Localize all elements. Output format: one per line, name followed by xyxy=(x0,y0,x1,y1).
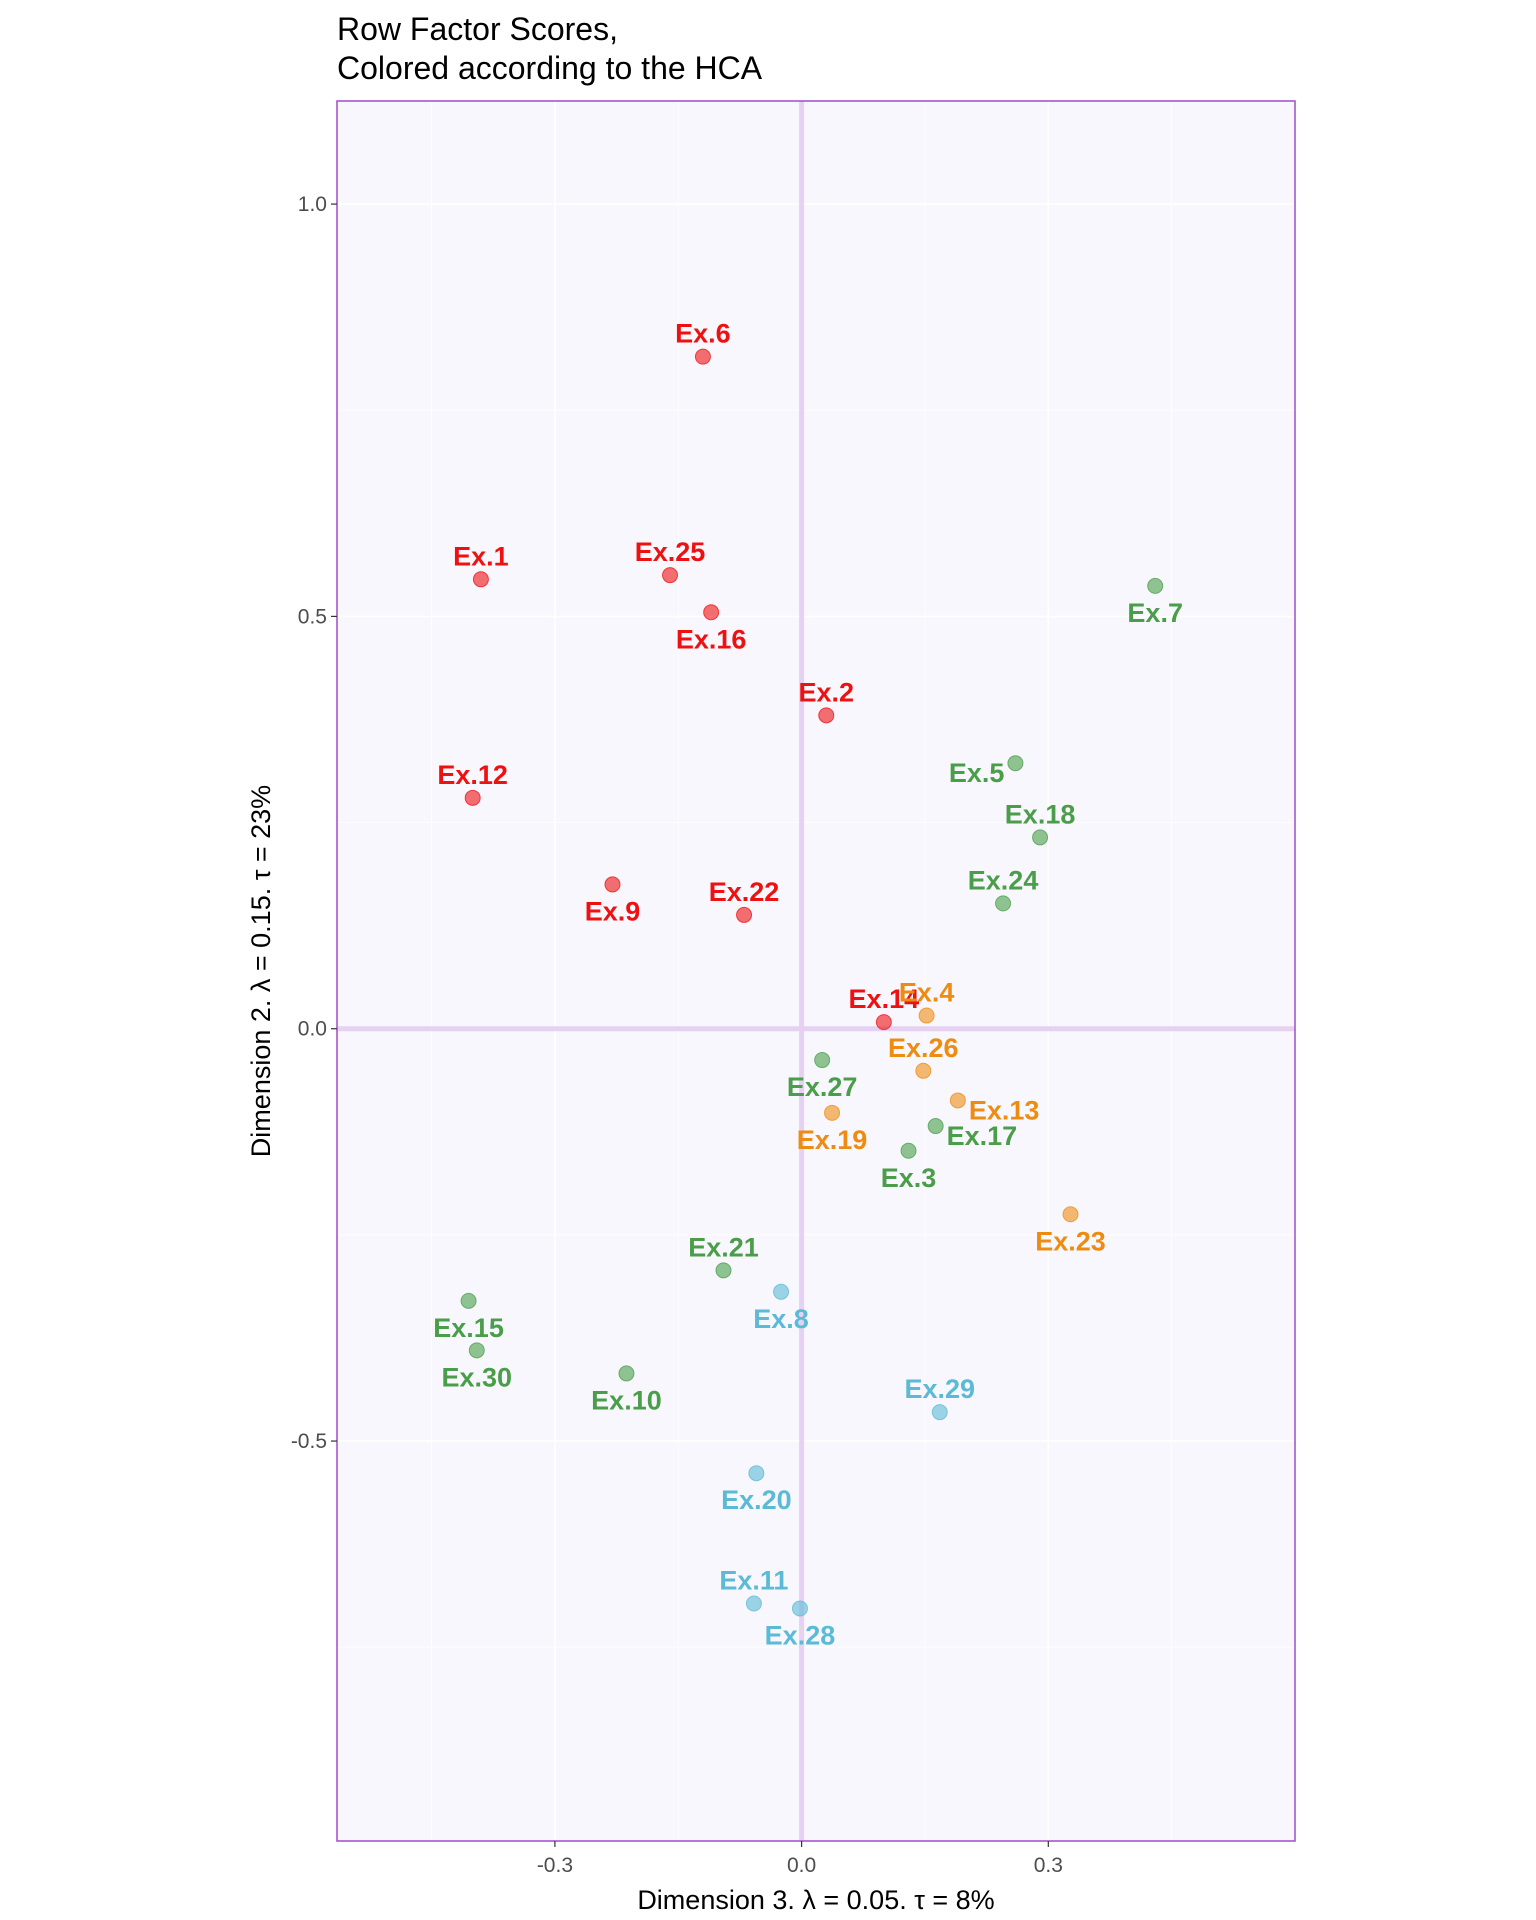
data-label: Ex.20 xyxy=(721,1485,792,1515)
data-point xyxy=(1032,829,1049,846)
data-point xyxy=(604,876,621,893)
chart-title: Row Factor Scores, Colored according to … xyxy=(337,11,763,86)
minor-gridlines xyxy=(337,101,1295,1841)
plot-panel-border xyxy=(336,100,1296,1842)
y-axis-title: Dimension 2. λ = 0.15. τ = 23% xyxy=(246,785,276,1157)
x-tick-label: 0.3 xyxy=(1034,1854,1063,1877)
data-point xyxy=(875,1014,892,1031)
data-point xyxy=(927,1118,944,1135)
data-label: Ex.4 xyxy=(899,978,955,1008)
data-point xyxy=(715,1262,732,1279)
y-tick-label: 0.0 xyxy=(298,1018,327,1041)
data-point xyxy=(773,1283,790,1300)
data-label: Ex.27 xyxy=(787,1072,858,1102)
data-label: Ex.12 xyxy=(437,760,508,790)
data-point xyxy=(694,348,711,365)
data-label: Ex.24 xyxy=(968,865,1039,895)
data-label: Ex.14 xyxy=(849,984,920,1014)
data-point xyxy=(1007,755,1024,772)
data-label: Ex.25 xyxy=(635,537,706,567)
data-label: Ex.21 xyxy=(688,1232,759,1262)
origin-lines xyxy=(337,101,1295,1841)
data-label: Ex.2 xyxy=(799,677,855,707)
data-point xyxy=(915,1062,932,1079)
data-label: Ex.3 xyxy=(881,1163,937,1193)
data-point xyxy=(662,567,679,584)
data-label: Ex.19 xyxy=(797,1125,868,1155)
y-axis: -0.5 0.0 0.5 1.0 xyxy=(291,193,337,1453)
data-point xyxy=(464,789,481,806)
data-label: Ex.5 xyxy=(949,758,1005,788)
x-tick-label: 0.0 xyxy=(787,1854,816,1877)
y-tick-label: 1.0 xyxy=(298,193,327,216)
plot-panel xyxy=(337,101,1295,1841)
data-points xyxy=(460,348,1164,1617)
data-label: Ex.6 xyxy=(675,319,731,349)
data-point xyxy=(748,1465,765,1482)
data-label: Ex.13 xyxy=(969,1095,1040,1125)
data-label: Ex.30 xyxy=(442,1362,513,1392)
y-tick-label: -0.5 xyxy=(291,1430,327,1453)
data-label: Ex.29 xyxy=(904,1374,975,1404)
x-tick-label: -0.3 xyxy=(537,1854,573,1877)
chart-title-line-2: Colored according to the HCA xyxy=(337,50,763,86)
data-point xyxy=(460,1292,477,1309)
data-label: Ex.16 xyxy=(676,624,747,654)
data-label: Ex.23 xyxy=(1035,1226,1106,1256)
data-point xyxy=(472,571,489,588)
data-labels: Ex.6 Ex.1 Ex.25 Ex.16 Ex.2 Ex.12 Ex.9 Ex.22 Ex.1… xyxy=(433,319,1183,1651)
data-point xyxy=(931,1404,948,1421)
data-point xyxy=(1062,1206,1079,1223)
data-point xyxy=(618,1365,635,1382)
data-label: Ex.9 xyxy=(585,896,641,926)
data-label: Ex.17 xyxy=(947,1121,1018,1151)
chart-title-line-1: Row Factor Scores, xyxy=(337,11,618,47)
data-point xyxy=(918,1007,935,1024)
data-point xyxy=(468,1342,485,1359)
y-tick-label: 0.5 xyxy=(298,605,327,628)
data-point xyxy=(703,604,720,621)
data-point xyxy=(791,1600,808,1617)
data-label: Ex.15 xyxy=(433,1313,504,1343)
data-point xyxy=(900,1142,917,1159)
data-label: Ex.7 xyxy=(1127,598,1183,628)
data-label: Ex.1 xyxy=(453,541,509,571)
data-point xyxy=(1147,577,1164,594)
data-point xyxy=(745,1595,762,1612)
x-axis: -0.3 0.0 0.3 xyxy=(537,1841,1063,1877)
data-point xyxy=(814,1052,831,1069)
data-label: Ex.28 xyxy=(765,1620,836,1650)
data-label: Ex.10 xyxy=(591,1385,662,1415)
data-label: Ex.26 xyxy=(888,1033,959,1063)
data-point xyxy=(818,707,835,724)
data-point xyxy=(736,906,753,923)
data-point xyxy=(995,895,1012,912)
x-axis-title: Dimension 3. λ = 0.05. τ = 8% xyxy=(637,1885,994,1915)
data-point xyxy=(824,1104,841,1121)
data-label: Ex.8 xyxy=(753,1304,809,1334)
data-point xyxy=(949,1092,966,1109)
data-label: Ex.22 xyxy=(709,877,780,907)
data-label: Ex.11 xyxy=(719,1566,788,1596)
data-label: Ex.18 xyxy=(1005,799,1076,829)
